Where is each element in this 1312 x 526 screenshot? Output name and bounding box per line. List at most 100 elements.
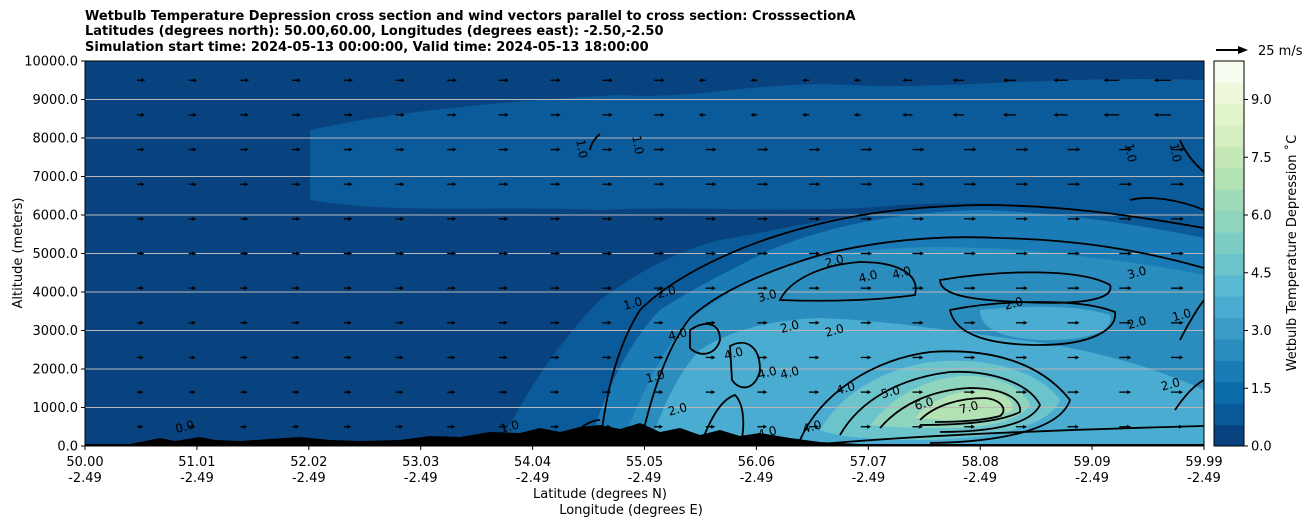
wind-arrow-head [296,112,301,117]
colorbar-tick-label: 4.5 [1251,266,1272,281]
wind-arrow-head [608,112,613,117]
colorbar-tick-label: 0.0 [1251,440,1272,455]
wind-arrow-head [1024,182,1029,187]
contour-label: 1.0 [1122,142,1139,163]
contour-line-19 [799,425,1204,446]
x-tick-label-lat: 53.03 [402,455,439,470]
wind-arrow-head [140,286,145,291]
wind-arrow-head [971,320,976,325]
wind-arrow-head [296,182,301,187]
depression-level-7 [915,390,1013,420]
x-tick-label-lat: 57.07 [850,455,887,470]
contour-label: 0.0 [174,418,196,436]
colorbar-tick-label: 7.5 [1251,151,1272,166]
wind-arrow-head [452,147,457,152]
wind-arrow-head [607,390,612,395]
colorbar-tick-label: 3.0 [1251,324,1272,339]
wind-arrow-head [867,424,872,429]
colorbar-swatch [1214,103,1244,126]
wind-arrow-head [347,355,352,360]
wind-arrow-head [295,424,300,429]
y-tick-label: 2000.0 [33,363,79,378]
contour-line-12 [589,133,601,151]
wind-arrow-head [399,320,404,325]
wind-arrow-head [555,320,560,325]
wind-arrow-head [503,390,508,395]
wind-arrow-head [192,182,197,187]
wind-arrow-head [1002,78,1007,83]
wind-arrow-head [607,320,612,325]
wind-arrow-head [555,286,560,291]
wind-arrow-head [712,182,717,187]
wind-arrow-head [452,216,457,221]
wind-arrow-head [139,390,144,395]
wind-arrow-head [660,216,665,221]
wind-arrow-head [608,216,613,221]
wind-arrow-head [764,182,769,187]
wind-arrow-head [297,78,302,83]
wind-arrow-head [504,147,509,152]
contour-line-1 [599,204,1204,446]
colorbar-swatch [1214,125,1244,148]
x-tick-label-lon: -2.49 [1075,471,1109,486]
y-axis-label: Altitude (meters) [11,198,26,309]
colorbar-swatch [1214,296,1244,319]
wind-arrow-head [659,424,664,429]
quiver-key: 25 m/s [1216,44,1303,59]
wind-arrow-head [400,182,405,187]
contour-line-2 [639,236,1204,446]
wind-arrow-head [698,78,703,83]
wind-arrow-head [867,390,872,395]
wind-arrow-head [295,355,300,360]
wind-arrow-head [295,320,300,325]
contour-label: 1.0 [1171,306,1193,324]
colorbar-tick-label: 9.0 [1251,93,1272,108]
wind-arrow-head [453,78,458,83]
wind-arrow-head [192,286,197,291]
wind-arrow-head [1128,216,1133,221]
y-tick-label: 6000.0 [33,209,79,224]
wind-arrow-head [244,286,249,291]
wind-arrow-head [243,320,248,325]
wind-arrow-head [1002,112,1007,117]
wind-arrow-head [1103,78,1108,83]
contour-label: 7.0 [958,398,980,416]
x-tick-label-lon: -2.49 [404,471,438,486]
plot-area: 1.02.04.04.02.04.0 4.03.02.0 2.04.0 4.04.0 5… [85,61,1204,446]
contour-line-4 [939,271,1112,304]
wind-arrow-head [244,182,249,187]
x-tick-label-lon: -2.49 [180,471,214,486]
wind-arrow-head [920,216,925,221]
colorbar-swatch [1214,167,1244,190]
wind-arrow-head [1178,424,1183,429]
wind-arrow-head [972,216,977,221]
wind-arrow-head [902,112,907,117]
x-tick-label-lat: 56.06 [738,455,775,470]
x-tick-label-lon: -2.49 [68,471,102,486]
colorbar-swatch [1214,210,1244,233]
wind-arrow-head [972,147,977,152]
contour-label: 1.0 [499,418,521,436]
contour-label: 2.0 [655,283,677,301]
wind-arrow-head [245,78,250,83]
x-tick-label-lon: -2.49 [851,471,885,486]
wind-arrow-head [1179,251,1184,256]
wind-arrow-head [608,251,613,256]
wind-arrow-head [503,424,508,429]
mid-right-high-band [980,306,1111,340]
x-tick-label-lon: -2.49 [963,471,997,486]
wind-arrow-head [608,182,613,187]
wind-arrow-head [750,78,755,83]
y-tick-label: 1000.0 [33,401,79,416]
wind-arrow-head [503,286,508,291]
wind-arrow-head [1179,320,1184,325]
wind-arrow-head [919,286,924,291]
wind-arrow-head [1128,147,1133,152]
wind-arrow-head [348,182,353,187]
wind-arrow-head [243,355,248,360]
wind-arrow-head [399,390,404,395]
contour-label: 3.0 [1126,264,1148,282]
wind-arrow-head [919,355,924,360]
colorbar: 0.0 1.5 3.0 4.5 6.0 7.5 9.0 [1213,60,1272,455]
contour-lines [559,133,1204,446]
